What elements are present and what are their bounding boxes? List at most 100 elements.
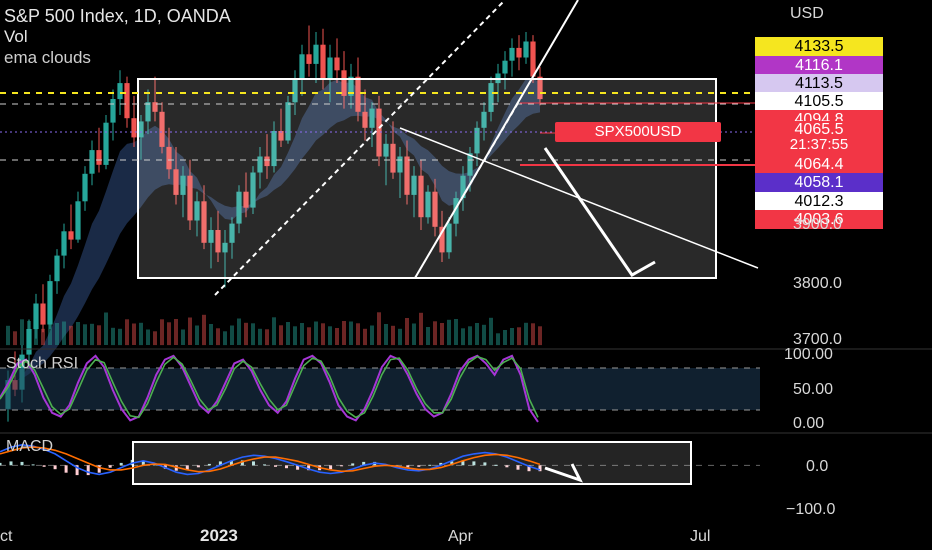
candle-body [313,44,319,64]
macd-label[interactable]: MACD [6,438,54,455]
macd-hist-bar [86,465,90,476]
time-label-apr: Apr [448,528,473,545]
volume-bar [433,321,437,346]
volume-bar [13,331,17,346]
volume-bar [335,328,339,345]
price-tick-3800: 3800.0 [793,275,842,292]
volume-bar [181,329,185,345]
volume-bar [237,318,241,345]
candle-body [194,201,200,221]
price-tick-3900: 3900.0 [793,216,842,233]
volume-bar [251,323,255,346]
volume-bar [496,333,500,346]
ema-clouds-legend[interactable]: ema clouds [4,48,91,67]
volume-bar [531,323,535,346]
vol-legend[interactable]: Vol [4,27,28,46]
volume-bar [41,328,45,346]
price-badge-last: 4065.5 [755,121,883,138]
candle-body [26,329,32,355]
price-pane [5,25,543,422]
candle-body [264,156,270,167]
candle-body [369,108,375,128]
macd-hist-bar [185,465,189,471]
candle-body [243,191,249,208]
candle-body [327,57,333,80]
macd-hist-bar [152,464,156,466]
volume-bar [153,331,157,346]
candle-body [222,242,228,253]
candle-body [271,131,277,167]
volume-bar [6,325,10,346]
channel-upper [414,0,579,279]
candle-body [152,102,158,112]
candle-body [432,191,438,227]
price-badge-4058-1: 4058.1 [755,173,883,192]
candle-body [131,118,137,138]
macd-hist-bar [505,465,509,468]
macd-forecast-arrow [544,463,583,483]
volume-bar [314,321,318,345]
macd-hist-bar [285,465,288,469]
volume-bar [391,325,395,346]
volume-bar [307,327,311,346]
candle-body [173,169,179,195]
candle-body [474,127,480,154]
volume-bar [461,328,465,346]
volume-bar [482,324,486,346]
volume-bar [97,325,101,346]
macd-hist-bar [472,461,476,466]
candle-body [75,201,81,240]
drawing-overlay [0,0,760,296]
volume-bar [293,326,297,346]
candle-body [68,231,74,240]
candle-body [362,111,368,128]
price-badge-4116-1: 4116.1 [755,56,883,75]
macd-hist-bar [483,462,487,466]
volume-bar [132,323,136,345]
macd-hist-bar [538,465,542,472]
macd-hist-bar [274,465,277,467]
candle-body [89,150,95,174]
volume-bar [363,328,367,346]
volume-bar [76,322,80,345]
volume-bar [398,328,402,346]
candle-body [47,281,53,325]
volume-bar [286,322,290,345]
macd-box [132,441,692,485]
volume-bar [125,319,129,346]
price-badge-4003-6: 4003.6 [755,210,883,229]
stoch-rsi-label[interactable]: Stoch RSI [6,355,79,372]
macd-hist-bar [252,461,255,466]
macd-hist-bar [141,460,145,466]
macd-hist-bar [53,465,57,470]
candle-body [166,146,172,170]
volume-bar [139,322,143,346]
candle-body [341,70,347,96]
macd-hist-bar [527,465,531,472]
candle-body [145,102,151,122]
macd-hist-bar [428,464,432,466]
candle-body [467,153,473,176]
volume-bar [475,323,479,345]
volume-bar [83,324,87,346]
candle-body [40,303,46,325]
volume-bar [62,321,66,345]
candle-body [124,83,130,119]
volume-bar [279,325,283,346]
volume-bar [216,328,220,346]
stoch-tick-100: 100.00 [784,346,833,363]
candle-body [299,54,305,80]
candle-body [61,231,67,256]
candle-body [33,303,39,330]
volume-bar [300,323,304,345]
macd-hist-bar [461,460,465,466]
volume-bar [538,326,542,346]
macd-hist-bar [362,461,366,466]
volume-bar [244,322,248,346]
symbol-badge[interactable]: SPX500USD [555,122,721,142]
volume-bar [356,323,360,346]
volume-bar [174,319,178,345]
candle-body [208,230,214,243]
candle-body [425,191,431,218]
